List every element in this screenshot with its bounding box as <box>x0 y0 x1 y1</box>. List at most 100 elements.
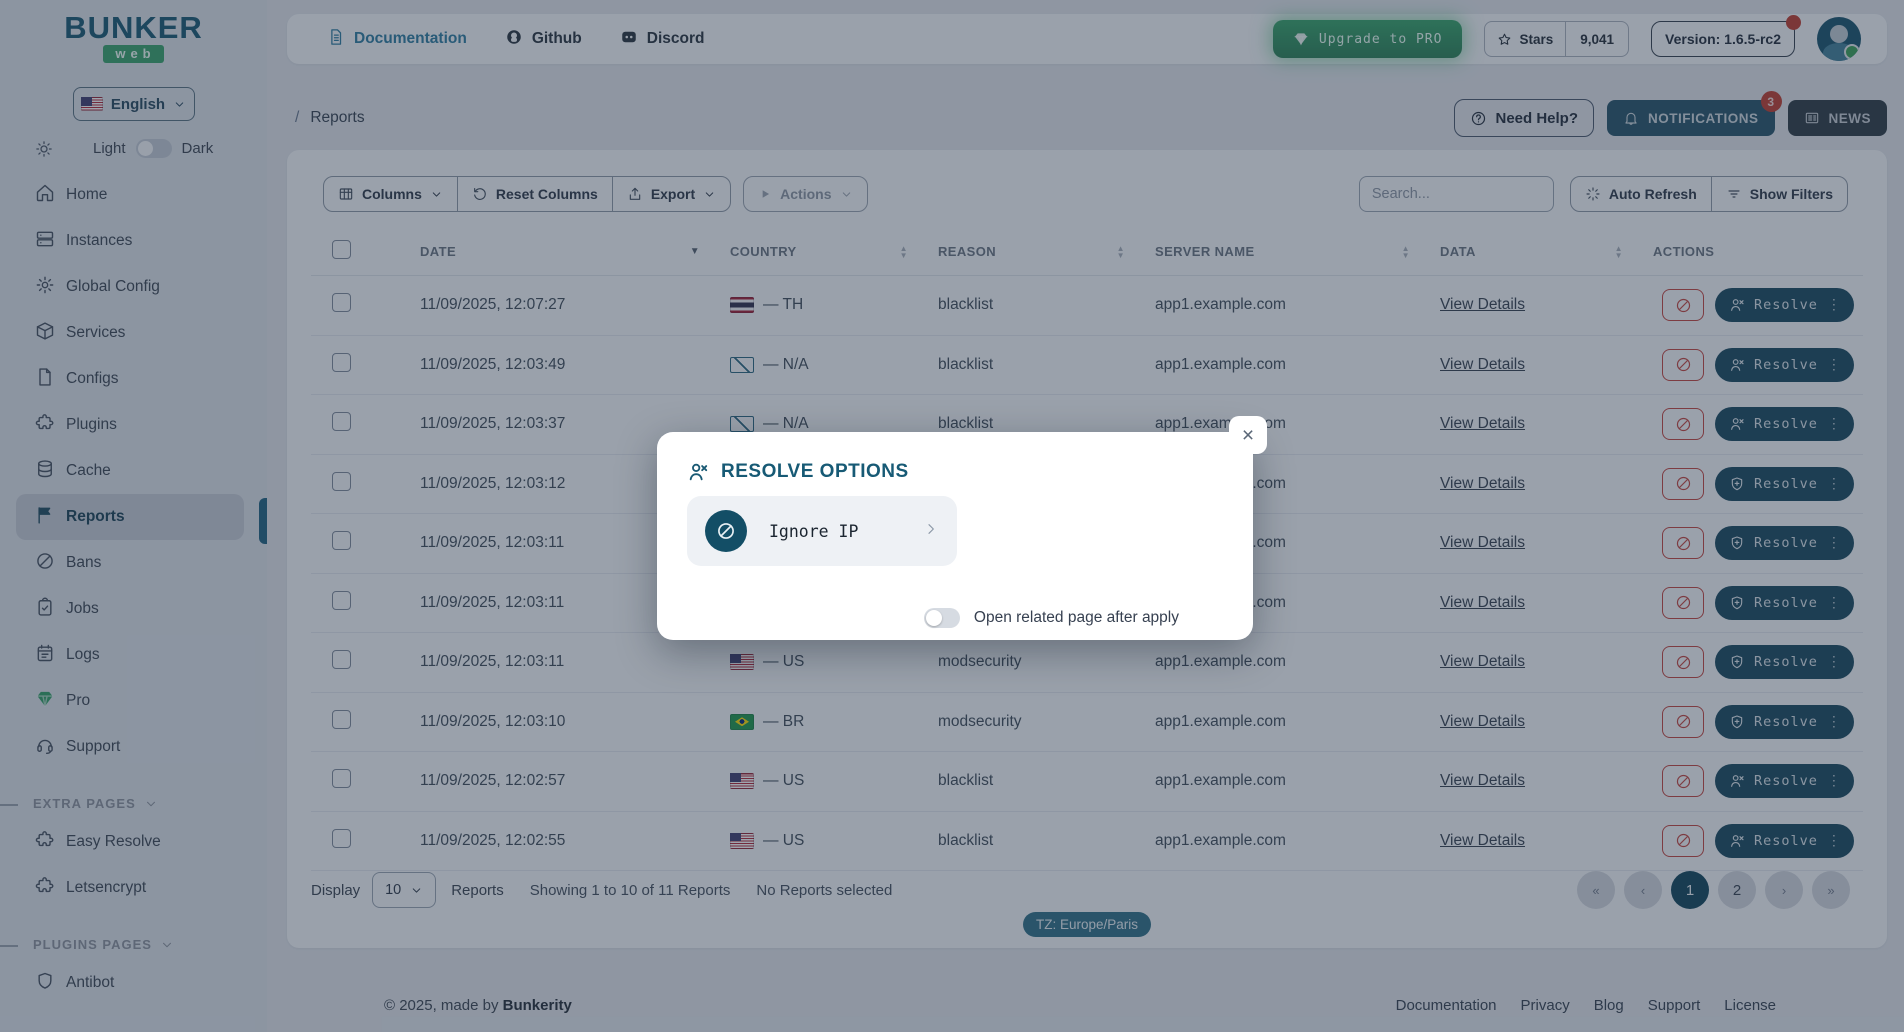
sidebar-item[interactable]: Jobs <box>16 586 244 632</box>
row-checkbox[interactable] <box>332 828 351 848</box>
columns-button[interactable]: Columns <box>324 177 457 211</box>
row-checkbox[interactable] <box>332 709 351 729</box>
section-plugins-pages[interactable]: PLUGINS PAGES <box>0 937 244 952</box>
sidebar-item[interactable]: Support <box>16 724 244 770</box>
view-details-link[interactable]: View Details <box>1440 415 1526 433</box>
language-select[interactable]: English <box>72 87 195 121</box>
resolve-button[interactable]: Resolve ⋮ <box>1715 764 1854 799</box>
dots-vertical-icon[interactable]: ⋮ <box>1826 773 1841 790</box>
ban-button[interactable] <box>1662 705 1704 738</box>
sort-icon[interactable]: ▲▼ <box>1614 243 1623 260</box>
close-button[interactable]: × <box>1229 416 1267 454</box>
row-checkbox[interactable] <box>332 293 351 313</box>
upgrade-pro-button[interactable]: Upgrade to PRO <box>1272 20 1463 58</box>
row-checkbox[interactable] <box>332 471 351 491</box>
theme-toggle[interactable] <box>135 139 172 158</box>
select-all-checkbox[interactable] <box>332 239 351 259</box>
sidebar-item[interactable]: Services <box>16 310 244 356</box>
ban-button[interactable] <box>1662 824 1704 857</box>
footer-link[interactable]: Support <box>1647 996 1701 1014</box>
show-filters-button[interactable]: Show Filters <box>1710 177 1847 211</box>
column-header-reason[interactable]: REASON ▲ ▼ <box>938 243 1125 260</box>
row-checkbox[interactable] <box>332 531 351 551</box>
dots-vertical-icon[interactable]: ⋮ <box>1826 535 1841 552</box>
row-checkbox[interactable] <box>332 352 351 372</box>
sidebar-item[interactable]: Logs <box>16 632 244 678</box>
ban-button[interactable] <box>1662 527 1704 560</box>
sort-icon[interactable]: ▲▼ <box>899 243 908 260</box>
open-related-page-toggle[interactable] <box>923 608 960 628</box>
sidebar-item[interactable]: Easy Resolve <box>16 819 244 865</box>
resolve-button[interactable]: Resolve ⋮ <box>1715 407 1854 442</box>
sort-icon[interactable]: ▲▼ <box>1401 243 1410 260</box>
resolve-button[interactable]: Resolve ⋮ <box>1715 585 1854 620</box>
ban-button[interactable] <box>1662 289 1704 322</box>
pagination-button[interactable]: 2 <box>1718 871 1756 909</box>
footer-link[interactable]: Blog <box>1593 996 1624 1014</box>
reset-columns-button[interactable]: Reset Columns <box>456 177 612 211</box>
dots-vertical-icon[interactable]: ⋮ <box>1826 594 1841 611</box>
sidebar-item[interactable]: Cache <box>16 448 244 494</box>
export-button[interactable]: Export <box>611 177 730 211</box>
resolve-button[interactable]: Resolve ⋮ <box>1715 526 1854 561</box>
header-link[interactable]: Documentation <box>327 28 467 51</box>
sort-icon[interactable]: ▲▼ <box>1116 243 1125 260</box>
column-header-country[interactable]: COUNTRY ▲ ▼ <box>730 243 908 260</box>
dots-vertical-icon[interactable]: ⋮ <box>1826 654 1841 671</box>
resolve-button[interactable]: Resolve ⋮ <box>1715 823 1854 858</box>
footer-link[interactable]: License <box>1724 996 1776 1014</box>
view-details-link[interactable]: View Details <box>1440 355 1526 373</box>
row-checkbox[interactable] <box>332 650 351 670</box>
avatar[interactable] <box>1817 17 1861 61</box>
brand-link[interactable]: Bunkerity <box>502 996 572 1014</box>
sidebar-item[interactable]: Configs <box>16 356 244 402</box>
dots-vertical-icon[interactable]: ⋮ <box>1826 416 1841 433</box>
row-checkbox[interactable] <box>332 769 351 789</box>
ban-button[interactable] <box>1662 765 1704 798</box>
pagination-button[interactable]: ‹ <box>1624 871 1662 909</box>
view-details-link[interactable]: View Details <box>1440 772 1526 790</box>
version-badge[interactable]: Version: 1.6.5-rc2 <box>1651 15 1801 57</box>
github-stars-badge[interactable]: Stars 9,041 <box>1484 21 1630 57</box>
sidebar-item[interactable]: Bans <box>16 540 244 586</box>
header-link[interactable]: Discord <box>620 28 704 51</box>
sidebar-item[interactable]: Antibot <box>16 960 244 1006</box>
sidebar-item[interactable]: Reports <box>16 494 244 540</box>
pagination-button[interactable]: 1 <box>1671 871 1709 909</box>
column-header-data[interactable]: DATA ▲ ▼ <box>1440 243 1623 260</box>
sidebar-item[interactable]: Plugins <box>16 402 244 448</box>
sidebar-item[interactable]: Letsencrypt <box>16 865 244 911</box>
pagination-button[interactable]: » <box>1812 871 1850 909</box>
footer-link[interactable]: Documentation <box>1395 996 1497 1014</box>
dots-vertical-icon[interactable]: ⋮ <box>1826 297 1841 314</box>
header-link[interactable]: Github <box>505 28 582 51</box>
sidebar-item[interactable]: Pro <box>16 678 244 724</box>
view-details-link[interactable]: View Details <box>1440 593 1526 611</box>
sidebar-item[interactable]: Home <box>16 172 244 218</box>
ban-button[interactable] <box>1662 408 1704 441</box>
column-header-date[interactable]: DATE ▲▼ <box>420 244 700 259</box>
view-details-link[interactable]: View Details <box>1440 534 1526 552</box>
column-header-server-name[interactable]: SERVER NAME ▲ ▼ <box>1155 243 1410 260</box>
notifications-button[interactable]: NOTIFICATIONS 3 <box>1607 91 1782 136</box>
pagination-button[interactable]: « <box>1577 871 1615 909</box>
resolve-button[interactable]: Resolve ⋮ <box>1715 347 1854 382</box>
dots-vertical-icon[interactable]: ⋮ <box>1826 713 1841 730</box>
view-details-link[interactable]: View Details <box>1440 653 1526 671</box>
auto-refresh-button[interactable]: Auto Refresh <box>1571 177 1711 211</box>
pagination-button[interactable]: › <box>1765 871 1803 909</box>
section-extra-pages[interactable]: EXTRA PAGES <box>0 796 244 811</box>
resolve-button[interactable]: Resolve ⋮ <box>1715 288 1854 323</box>
news-button[interactable]: NEWS <box>1787 100 1887 136</box>
actions-button[interactable]: Actions <box>743 176 868 212</box>
ban-button[interactable] <box>1662 467 1704 500</box>
need-help-button[interactable]: Need Help? <box>1454 99 1594 137</box>
sort-icon[interactable]: ▲▼ <box>689 245 700 257</box>
ban-button[interactable] <box>1662 646 1704 679</box>
view-details-link[interactable]: View Details <box>1440 712 1526 730</box>
ban-button[interactable] <box>1662 348 1704 381</box>
resolve-button[interactable]: Resolve ⋮ <box>1715 645 1854 680</box>
resolve-button[interactable]: Resolve ⋮ <box>1715 466 1854 501</box>
resolve-button[interactable]: Resolve ⋮ <box>1715 704 1854 739</box>
row-checkbox[interactable] <box>332 590 351 610</box>
